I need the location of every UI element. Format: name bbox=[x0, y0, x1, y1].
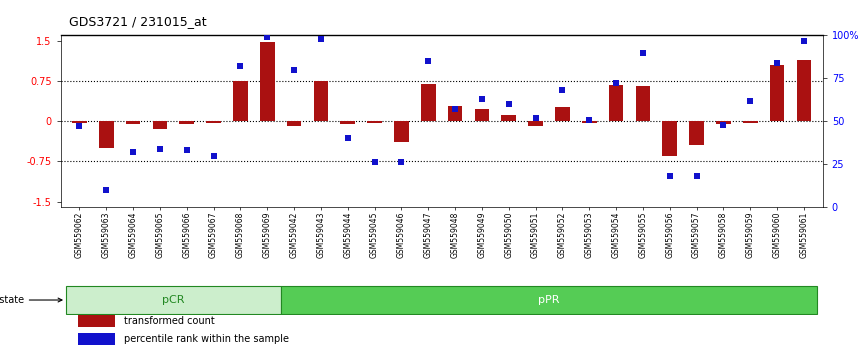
Bar bbox=[797, 59, 811, 121]
Point bbox=[609, 81, 623, 86]
Point bbox=[716, 122, 730, 127]
Text: pCR: pCR bbox=[162, 295, 184, 305]
Point bbox=[368, 160, 382, 165]
Point bbox=[100, 187, 113, 193]
Bar bbox=[394, 121, 409, 142]
Text: percentile rank within the sample: percentile rank within the sample bbox=[124, 334, 288, 344]
Bar bbox=[66, 286, 281, 314]
Point bbox=[797, 38, 811, 44]
Bar bbox=[99, 121, 113, 148]
Point bbox=[341, 136, 355, 141]
Text: pPR: pPR bbox=[539, 295, 559, 305]
Bar bbox=[475, 109, 489, 121]
Point bbox=[153, 146, 167, 152]
Bar bbox=[367, 121, 382, 124]
Bar bbox=[260, 42, 275, 121]
Bar bbox=[287, 121, 301, 126]
Bar bbox=[313, 81, 328, 121]
Bar bbox=[689, 121, 704, 145]
Point bbox=[207, 153, 221, 158]
Point bbox=[770, 60, 784, 66]
Bar bbox=[501, 115, 516, 121]
Bar bbox=[555, 107, 570, 121]
Bar bbox=[770, 65, 785, 121]
Point bbox=[314, 36, 328, 42]
Bar bbox=[152, 121, 167, 129]
Point bbox=[528, 115, 542, 121]
Bar bbox=[78, 315, 114, 327]
Text: GDS3721 / 231015_at: GDS3721 / 231015_at bbox=[69, 15, 207, 28]
Point bbox=[636, 50, 650, 55]
Bar bbox=[743, 121, 758, 123]
Bar bbox=[179, 121, 194, 125]
Bar bbox=[582, 121, 597, 124]
Point bbox=[126, 149, 140, 155]
Point bbox=[582, 117, 596, 122]
Bar bbox=[716, 121, 731, 125]
Point bbox=[180, 148, 194, 153]
Point bbox=[501, 101, 515, 107]
Bar bbox=[233, 81, 248, 121]
Point bbox=[234, 63, 248, 69]
Text: disease state: disease state bbox=[0, 295, 62, 305]
Point bbox=[395, 160, 409, 165]
Bar bbox=[72, 121, 87, 124]
Point bbox=[261, 34, 275, 40]
Point bbox=[555, 87, 569, 93]
Bar bbox=[636, 86, 650, 121]
Point bbox=[422, 58, 436, 64]
Bar bbox=[662, 121, 677, 156]
Bar bbox=[78, 333, 114, 345]
Bar bbox=[528, 121, 543, 126]
Bar bbox=[206, 121, 221, 124]
Bar bbox=[281, 286, 818, 314]
Bar bbox=[340, 121, 355, 124]
Bar bbox=[421, 84, 436, 121]
Bar bbox=[448, 106, 462, 121]
Point bbox=[448, 107, 462, 112]
Bar bbox=[609, 85, 624, 121]
Point bbox=[475, 96, 488, 102]
Bar bbox=[126, 121, 140, 125]
Point bbox=[662, 173, 676, 179]
Text: transformed count: transformed count bbox=[124, 316, 215, 326]
Point bbox=[743, 98, 757, 103]
Point bbox=[288, 67, 301, 73]
Point bbox=[73, 124, 87, 129]
Point bbox=[689, 173, 703, 179]
